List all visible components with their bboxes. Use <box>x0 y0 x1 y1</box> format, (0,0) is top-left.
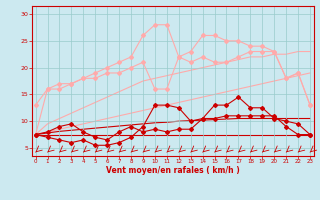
X-axis label: Vent moyen/en rafales ( km/h ): Vent moyen/en rafales ( km/h ) <box>106 166 240 175</box>
